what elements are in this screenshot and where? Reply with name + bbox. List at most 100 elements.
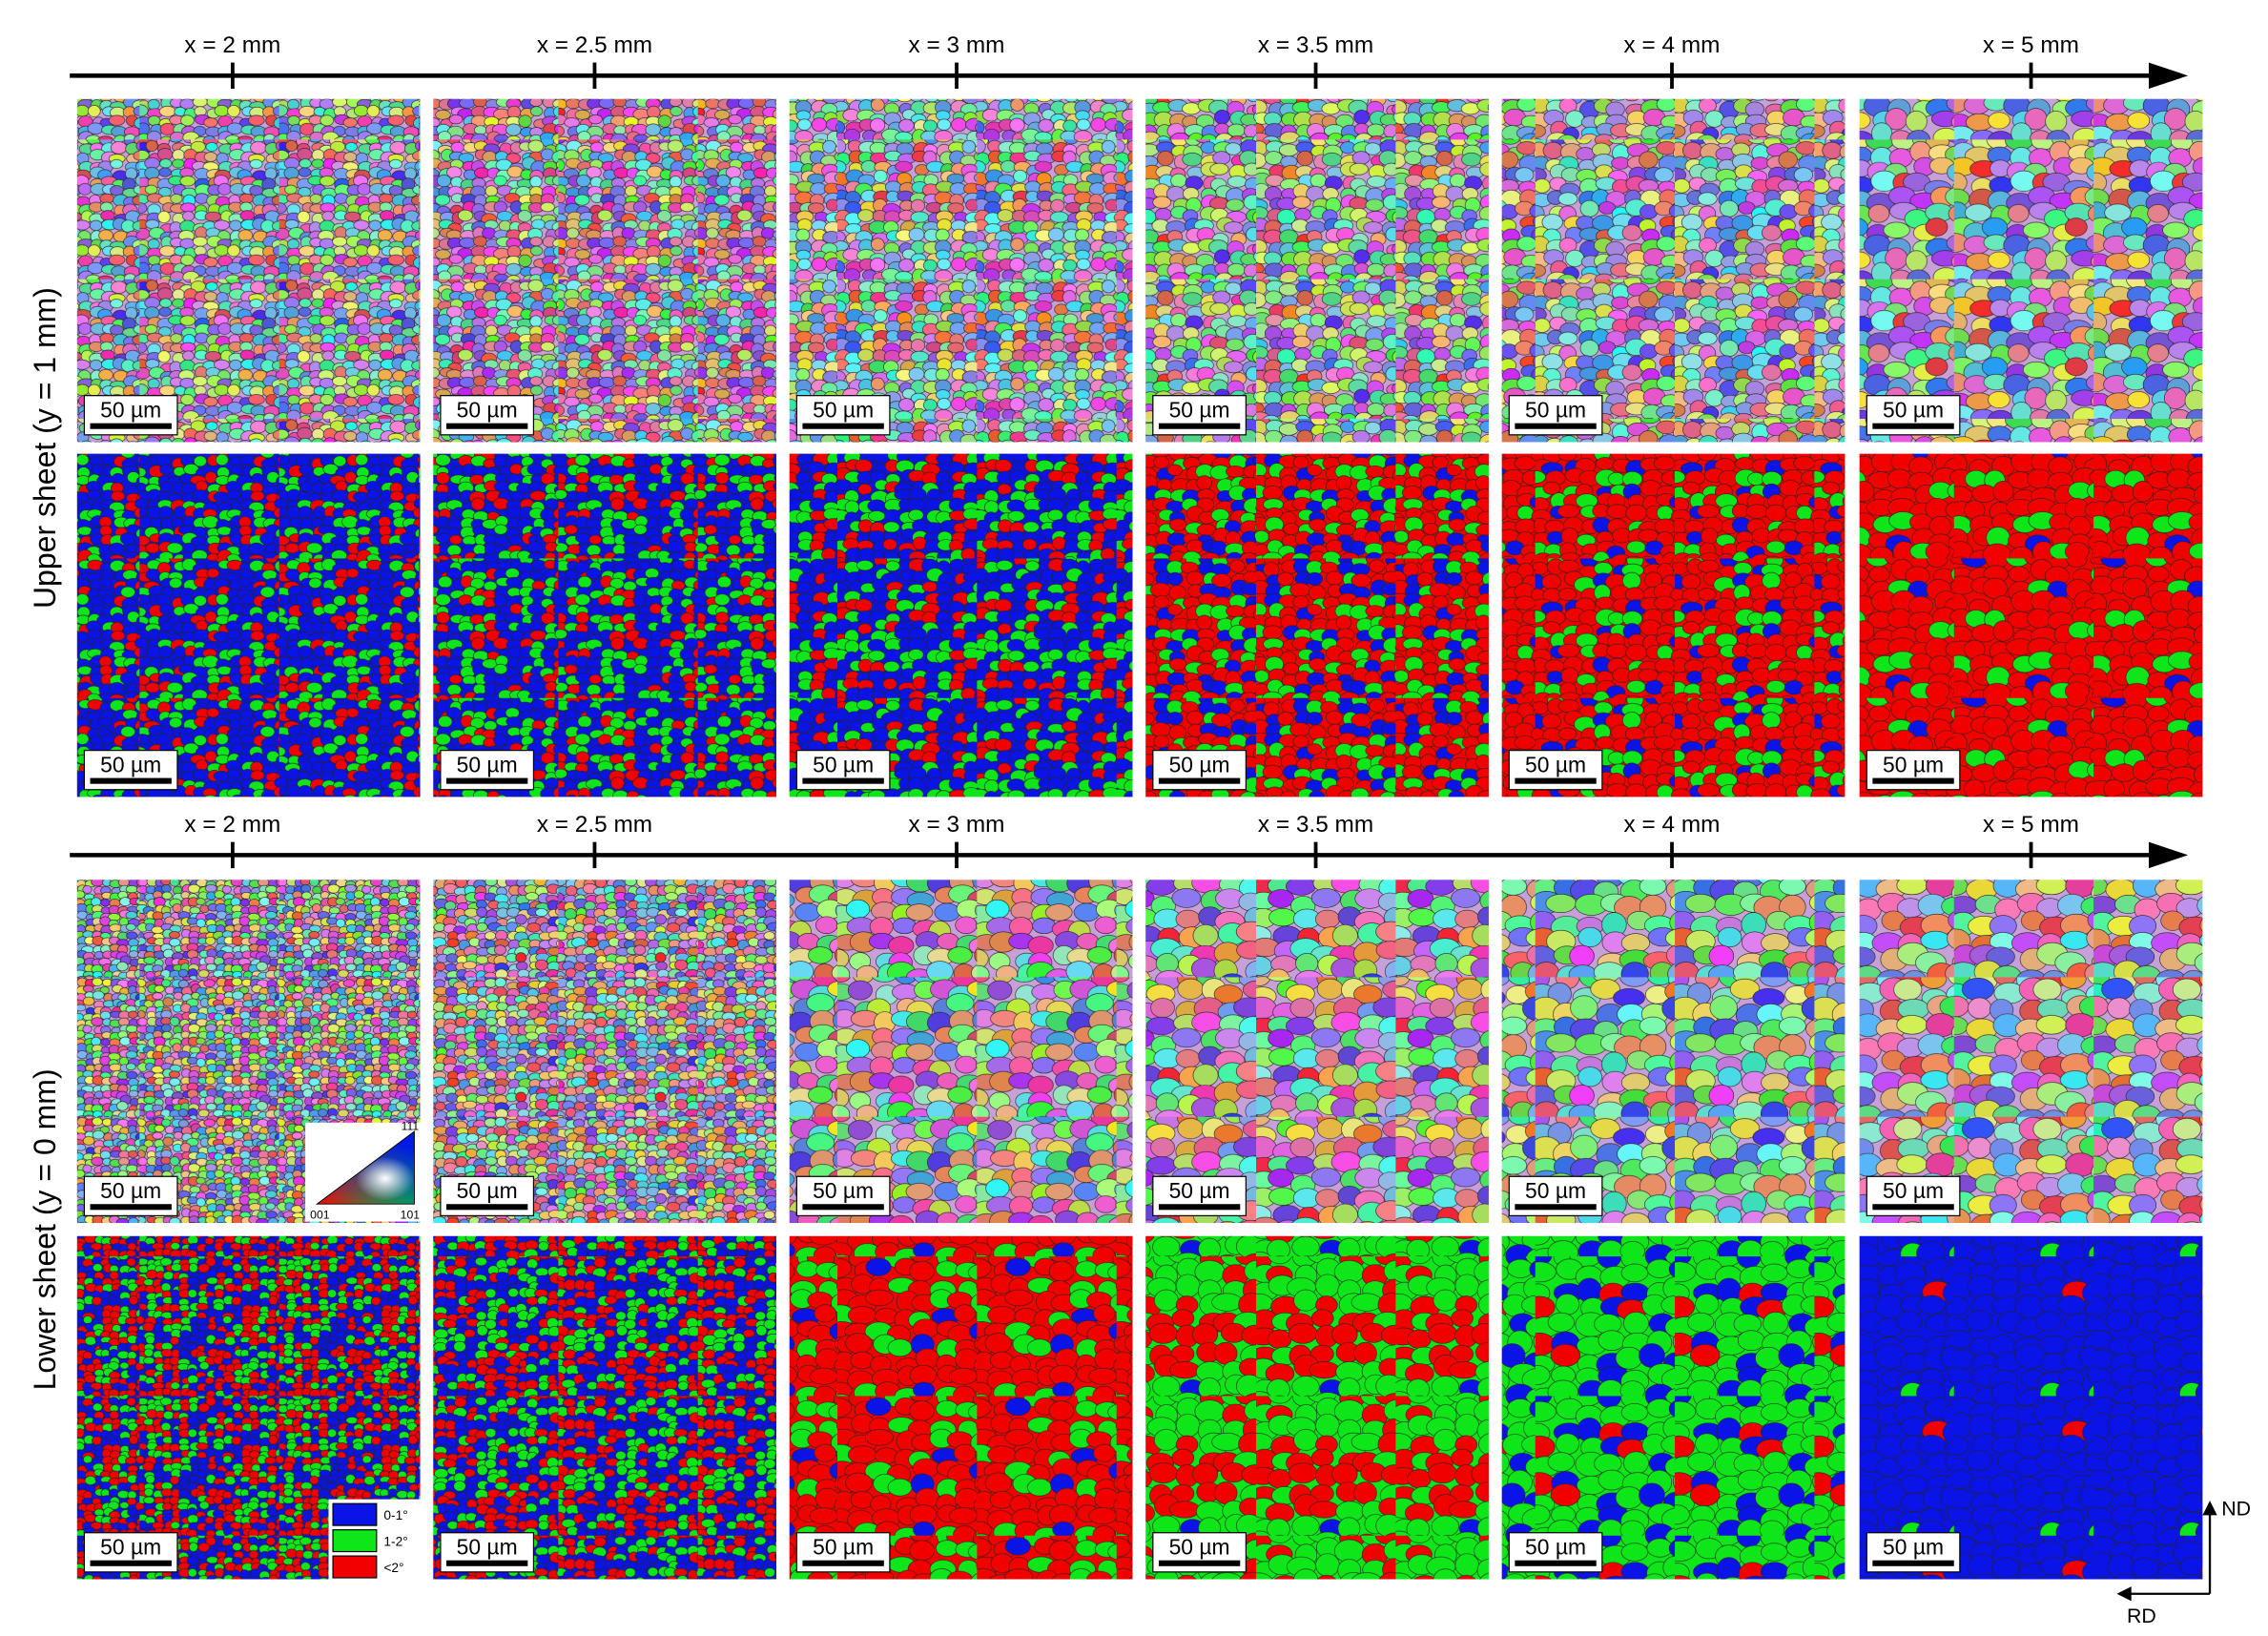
map-panel (76, 453, 421, 797)
map-panel (1145, 98, 1489, 443)
scale-bar-label: 50 µm (813, 1535, 874, 1560)
arrow-head (2149, 841, 2189, 869)
scale-bar-label: 50 µm (1883, 752, 1944, 777)
position-label: x = 5 mm (1983, 32, 2079, 58)
kam-label: 0-1° (383, 1508, 407, 1522)
map-panel (1501, 1235, 1845, 1580)
ipf-triangle-center (315, 1130, 415, 1205)
map-panel (789, 453, 1133, 797)
scale-bar (1158, 1204, 1241, 1211)
scale-bar (90, 777, 172, 784)
scale-bar-label: 50 µm (457, 1178, 518, 1203)
map-panel (1859, 1235, 2203, 1580)
position-label: x = 5 mm (1983, 812, 2079, 838)
scale-bar (802, 423, 884, 429)
position-label: x = 3.5 mm (1258, 32, 1373, 58)
scale-bar (1515, 777, 1597, 784)
map-panel (1501, 880, 1845, 1224)
scale-bar-label: 50 µm (1525, 752, 1586, 777)
kam-label: <2° (383, 1561, 403, 1575)
map-panel (433, 98, 777, 443)
scale-bar-label: 50 µm (813, 752, 874, 777)
scale-bar-label: 50 µm (457, 398, 518, 423)
scale-bar-label: 50 µm (1883, 1178, 1944, 1203)
rd-head (2116, 1586, 2132, 1602)
scale-bar (1158, 1560, 1241, 1566)
scale-bar-label: 50 µm (1883, 1535, 1944, 1560)
map-panel (789, 1235, 1133, 1580)
scale-bar-label: 50 µm (457, 752, 518, 777)
map-panel (789, 880, 1133, 1224)
scale-bar (1158, 777, 1241, 784)
scale-bar-label: 50 µm (457, 1535, 518, 1560)
scale-bar-label: 50 µm (1169, 398, 1230, 423)
scale-bar (802, 1560, 884, 1566)
kam-legend: 0-1° 1-2° <2° (328, 1499, 423, 1582)
map-panel (1145, 1235, 1489, 1580)
map-panel (1859, 98, 2203, 443)
map-panel (1145, 453, 1489, 797)
map-panel (789, 98, 1133, 443)
scale-bar-label: 50 µm (813, 398, 874, 423)
scale-bar-label: 50 µm (100, 1178, 161, 1203)
scale-bar-label: 50 µm (100, 398, 161, 423)
map-panel (1859, 453, 2203, 797)
row-label: Upper sheet (y = 1 mm) (28, 287, 62, 609)
scale-bar-label: 50 µm (813, 1178, 874, 1203)
scale-bar (1515, 1560, 1597, 1566)
map-panel (1501, 98, 1845, 443)
kam-swatch (332, 1555, 378, 1579)
ipf-legend: 111 001 101 (305, 1119, 423, 1222)
position-label: x = 3 mm (909, 812, 1005, 838)
arrow-head (2149, 62, 2189, 90)
scale-bar-label: 50 µm (1169, 1535, 1230, 1560)
scale-bar-label: 50 µm (100, 752, 161, 777)
scale-bar (802, 777, 884, 784)
scale-bar-label: 50 µm (1525, 1535, 1586, 1560)
scale-bar-label: 50 µm (1169, 1178, 1230, 1203)
scale-bar (802, 1204, 884, 1211)
ipf-corner-label: 111 (402, 1119, 420, 1132)
nd-head (2202, 1501, 2217, 1516)
scale-bar (1872, 1560, 1954, 1566)
scale-bar-label: 50 µm (100, 1535, 161, 1560)
scale-bar (90, 423, 172, 429)
position-label: x = 2.5 mm (537, 812, 652, 838)
scale-bar (90, 1560, 172, 1566)
scale-bar (445, 1560, 528, 1566)
kam-swatch (332, 1529, 378, 1553)
scale-bar (1872, 423, 1954, 429)
scale-bar (1158, 423, 1241, 429)
position-label: x = 3.5 mm (1258, 812, 1373, 838)
scale-bar (445, 777, 528, 784)
map-panel (1501, 453, 1845, 797)
scale-bar (1872, 777, 1954, 784)
position-label: x = 4 mm (1624, 32, 1721, 58)
scale-bar (445, 423, 528, 429)
position-label: x = 2 mm (184, 812, 280, 838)
scale-bar-label: 50 µm (1883, 398, 1944, 423)
scale-bar (445, 1204, 528, 1211)
position-label: x = 4 mm (1624, 812, 1721, 838)
scale-bar-label: 50 µm (1525, 398, 1586, 423)
scale-bar-label: 50 µm (1525, 1178, 1586, 1203)
kam-label: 1-2° (383, 1534, 407, 1548)
map-panel (1145, 880, 1489, 1224)
map-panel (433, 453, 777, 797)
position-label: x = 2.5 mm (537, 32, 652, 58)
kam-swatch (332, 1502, 378, 1526)
map-panel (433, 1235, 777, 1580)
rd-label: RD (2127, 1605, 2156, 1627)
position-label: x = 2 mm (184, 32, 280, 58)
map-panel (433, 880, 777, 1224)
scale-bar (1515, 423, 1597, 429)
scale-bar (90, 1204, 172, 1211)
nd-label: ND (2221, 1497, 2251, 1520)
scale-bar (1515, 1204, 1597, 1211)
map-panel (1859, 880, 2203, 1224)
row-label: Lower sheet (y = 0 mm) (28, 1068, 62, 1390)
map-panel (76, 98, 421, 443)
position-label: x = 3 mm (909, 32, 1005, 58)
scale-bar-label: 50 µm (1169, 752, 1230, 777)
